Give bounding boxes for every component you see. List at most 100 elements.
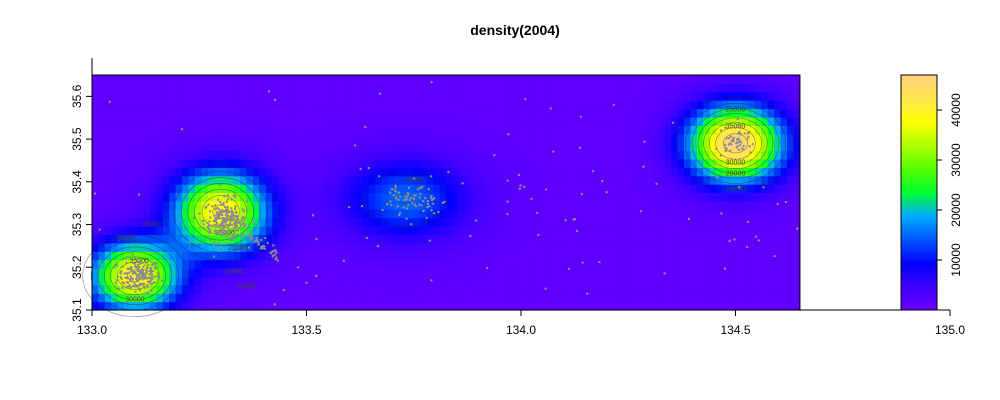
heat-cell	[362, 158, 370, 168]
heat-cell	[529, 175, 537, 185]
heat-cell	[342, 150, 350, 160]
heat-cell	[497, 175, 505, 185]
heat-cell	[568, 116, 576, 126]
heat-cell	[407, 100, 415, 110]
heat-cell	[741, 217, 749, 227]
heat-cell	[362, 184, 370, 194]
observation-point	[386, 202, 389, 206]
observation-point	[426, 205, 429, 209]
heat-cell	[587, 293, 595, 303]
observation-point	[232, 232, 236, 235]
observation-point	[264, 236, 267, 240]
heat-cell	[561, 242, 569, 252]
colorbar-swatch	[901, 136, 937, 141]
heat-cell	[793, 200, 801, 210]
heat-cell	[285, 83, 293, 93]
heat-cell	[503, 276, 511, 286]
heat-cell	[265, 108, 273, 118]
heat-cell	[561, 125, 569, 135]
heat-cell	[471, 150, 479, 160]
heat-cell	[246, 167, 254, 177]
heat-cell	[285, 259, 293, 269]
heat-cell	[368, 276, 376, 286]
heat-cell	[561, 150, 569, 160]
heat-cell	[175, 184, 183, 194]
heat-cell	[516, 293, 524, 303]
heat-cell	[581, 75, 589, 84]
observation-point	[266, 241, 269, 245]
heat-cell	[330, 259, 338, 269]
observation-point	[729, 135, 732, 138]
heat-cell	[458, 175, 466, 185]
heat-cell	[445, 150, 453, 160]
heat-cell	[388, 158, 396, 168]
colorbar-swatch	[901, 154, 937, 158]
observation-point	[153, 275, 156, 278]
heat-cell	[780, 142, 788, 152]
heat-cell	[381, 108, 389, 118]
heat-cell	[613, 192, 621, 202]
heat-cell	[452, 167, 460, 177]
observation-point	[427, 188, 430, 191]
heat-cell	[220, 268, 228, 278]
heat-cell	[651, 83, 659, 93]
heat-cell	[465, 259, 473, 269]
heat-cell	[272, 108, 280, 118]
heat-cell	[278, 268, 286, 278]
heat-cell	[117, 75, 125, 84]
heat-cell	[259, 167, 267, 177]
colorbar-swatch	[901, 180, 937, 185]
heat-cell	[355, 209, 363, 219]
heat-cell	[774, 158, 782, 168]
heat-cell	[645, 91, 653, 101]
heat-cell	[362, 226, 370, 236]
heat-cell	[600, 293, 608, 303]
heat-cell	[716, 284, 724, 294]
heat-cell	[645, 116, 653, 126]
heat-cell	[651, 242, 659, 252]
heat-cell	[413, 91, 421, 101]
heat-cell	[600, 175, 608, 185]
heat-cell	[362, 259, 370, 269]
contour-label: 10000	[237, 284, 257, 291]
heat-cell	[786, 83, 795, 93]
heat-cell	[400, 259, 408, 269]
heat-cell	[658, 209, 666, 219]
observation-point	[544, 287, 547, 290]
heat-cell	[445, 234, 453, 244]
heat-cell	[690, 301, 698, 311]
observation-point	[136, 280, 139, 283]
heat-cell	[593, 301, 601, 311]
heat-cell	[175, 158, 183, 168]
heat-cell	[729, 209, 737, 219]
heat-cell	[252, 301, 260, 311]
heat-cell	[259, 226, 267, 236]
heat-cell	[388, 125, 396, 135]
heat-cell	[445, 158, 453, 168]
heat-cell	[548, 192, 556, 202]
observation-point	[517, 173, 521, 177]
heat-cell	[388, 133, 396, 143]
heat-cell	[394, 268, 402, 278]
heat-cell	[484, 192, 492, 202]
heat-cell	[709, 293, 717, 303]
heat-cell	[259, 125, 267, 135]
heat-cell	[735, 301, 743, 311]
heat-cell	[156, 217, 164, 227]
heat-cell	[420, 116, 428, 126]
heat-cell	[439, 75, 447, 84]
heat-cell	[285, 192, 293, 202]
heat-cell	[671, 276, 679, 286]
heat-cell	[761, 125, 769, 135]
heat-cell	[433, 268, 441, 278]
heat-cell	[252, 108, 260, 118]
heat-cell	[574, 251, 582, 261]
heat-cell	[613, 293, 621, 303]
y-tick-label: 35.2	[70, 255, 84, 279]
observation-point	[137, 273, 141, 276]
heat-cell	[426, 301, 434, 311]
contour-ring	[97, 246, 173, 305]
heat-cell	[310, 301, 318, 311]
heat-cell	[111, 108, 119, 118]
heat-cell	[375, 108, 383, 118]
